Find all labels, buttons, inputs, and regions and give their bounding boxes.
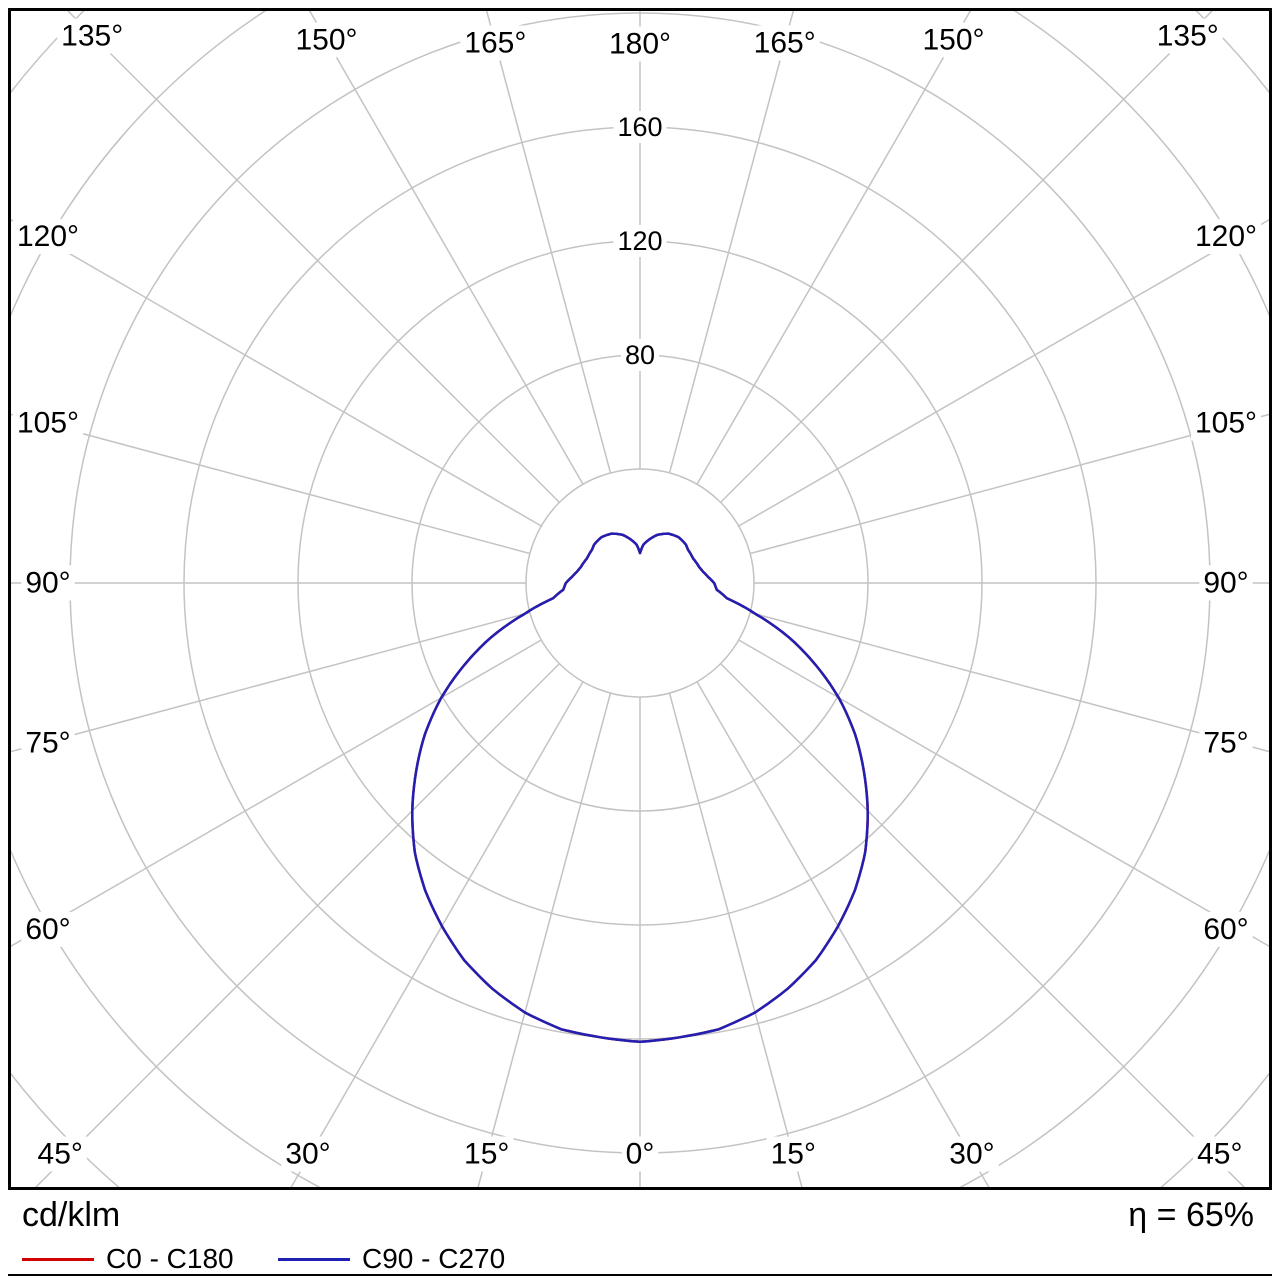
svg-text:165°: 165° — [464, 26, 526, 59]
svg-text:60°: 60° — [1203, 913, 1248, 946]
efficiency-label: η = 65% — [1128, 1196, 1254, 1234]
svg-text:90°: 90° — [1203, 567, 1248, 600]
svg-text:80: 80 — [625, 340, 655, 370]
svg-text:120: 120 — [617, 226, 662, 256]
svg-text:180°: 180° — [609, 28, 671, 61]
svg-text:160: 160 — [617, 112, 662, 142]
svg-text:45°: 45° — [38, 1138, 83, 1171]
svg-text:150°: 150° — [922, 23, 984, 56]
svg-text:120°: 120° — [1195, 220, 1257, 253]
svg-text:60°: 60° — [25, 913, 70, 946]
svg-text:135°: 135° — [1157, 20, 1219, 53]
svg-text:75°: 75° — [25, 726, 70, 759]
svg-text:90°: 90° — [25, 567, 70, 600]
svg-text:0°: 0° — [626, 1138, 655, 1171]
footer-rule — [8, 1274, 1272, 1276]
legend-label-c90-c270: C90 - C270 — [362, 1243, 506, 1274]
svg-text:75°: 75° — [1203, 726, 1248, 759]
unit-label: cd/klm — [22, 1196, 121, 1234]
svg-text:45°: 45° — [1197, 1138, 1242, 1171]
legend-line-swatch-blue — [278, 1257, 350, 1261]
svg-text:15°: 15° — [464, 1138, 509, 1171]
svg-text:15°: 15° — [771, 1138, 816, 1171]
svg-text:105°: 105° — [17, 407, 79, 440]
legend-line-swatch-red — [22, 1257, 94, 1261]
svg-text:120°: 120° — [17, 220, 79, 253]
svg-text:135°: 135° — [61, 20, 123, 53]
svg-text:150°: 150° — [295, 23, 357, 56]
svg-text:165°: 165° — [754, 26, 816, 59]
legend-item-c0-c180: C0 - C180 — [22, 1244, 234, 1274]
svg-text:105°: 105° — [1195, 407, 1257, 440]
legend-label-c0-c180: C0 - C180 — [106, 1243, 234, 1274]
legend-item-c90-c270: C90 - C270 — [278, 1244, 505, 1274]
svg-text:30°: 30° — [949, 1138, 994, 1171]
svg-text:30°: 30° — [285, 1138, 330, 1171]
